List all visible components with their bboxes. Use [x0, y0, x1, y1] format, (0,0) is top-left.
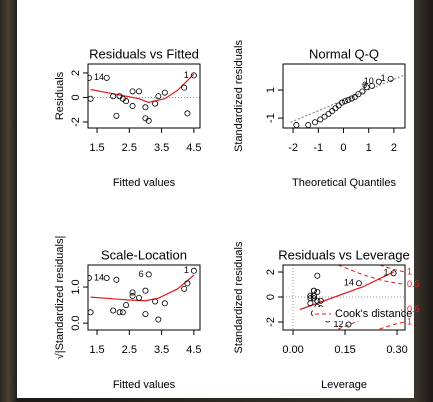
x-tick-label: 1: [366, 142, 372, 154]
point-label: 14: [94, 272, 104, 282]
x-tick-label: 2: [391, 142, 397, 154]
point-label: 1: [384, 268, 389, 278]
y-axis-label: Standardized residuals: [233, 241, 245, 353]
x-tick-label: 1.5: [89, 344, 104, 356]
y-tick-label: 1: [265, 87, 277, 93]
x-tick-label: -1: [313, 142, 323, 154]
page: {"chart_data": [ {"type": "scatter", "ti…: [0, 0, 433, 402]
y-tick-label: 0: [70, 94, 82, 100]
panel-title: Scale-Location: [101, 247, 187, 262]
chart: Residuals vs Fitted Fitted values Residual…: [0, 0, 433, 402]
point-label: 14: [344, 278, 354, 288]
point-label: 1: [381, 73, 386, 83]
y-tick-label: 1.0: [70, 279, 82, 294]
y-tick-label: 0.0: [70, 315, 82, 330]
y-tick-label: -2: [70, 117, 82, 127]
panel-title: Residuals vs Fitted: [89, 46, 199, 61]
x-tick-label: -2: [288, 142, 298, 154]
panel-title: Normal Q-Q: [309, 46, 379, 61]
panel-title: Residuals vs Leverage: [278, 247, 410, 262]
y-axis-label: Residuals: [54, 71, 66, 120]
x-axis-label: Fitted values: [113, 177, 176, 189]
x-tick-label: 2.5: [122, 344, 137, 356]
x-tick-label: 1.5: [89, 142, 104, 154]
y-tick-label: -1: [265, 113, 277, 123]
x-tick-label: 3.5: [154, 344, 169, 356]
x-tick-label: 0.00: [282, 344, 303, 356]
x-axis-label: Theoretical Quantiles: [292, 177, 396, 189]
point-label: 1: [184, 265, 189, 275]
y-tick-label: 0: [265, 294, 277, 300]
point-label: 14: [94, 72, 104, 82]
y-tick-label: 2: [265, 269, 277, 275]
x-tick-label: 3.5: [154, 142, 169, 154]
point-label: 6: [139, 269, 144, 279]
x-tick-label: 4.5: [186, 142, 201, 154]
y-tick-label: -2: [265, 317, 277, 327]
x-tick-label: 0: [340, 142, 346, 154]
x-tick-label: 4.5: [186, 344, 201, 356]
point-label: 10: [364, 76, 374, 86]
y-axis-label: √|Standardized residuals|: [54, 236, 66, 360]
contour-label: 0.5: [407, 279, 420, 289]
contour-label: 1: [407, 266, 412, 276]
y-tick-label: 2: [70, 70, 82, 76]
x-tick-label: 0.30: [386, 344, 407, 356]
x-axis-label: Fitted values: [113, 379, 176, 391]
y-axis-label: Standardized residuals: [233, 40, 245, 152]
legend-label: Cook's distance: [335, 308, 412, 320]
x-tick-label: 0.15: [334, 344, 355, 356]
x-tick-label: 2.5: [122, 142, 137, 154]
x-axis-label: Leverage: [321, 379, 367, 391]
point-label: 1: [184, 70, 189, 80]
